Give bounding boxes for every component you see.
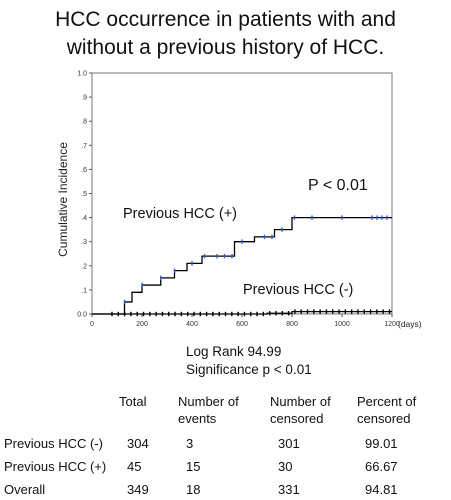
x-tick-label: 0 <box>90 321 94 328</box>
x-axis-label: (days) <box>398 319 422 329</box>
table-header: Percent of <box>357 394 417 409</box>
log-rank-text: Log Rank 94.99 <box>186 344 282 359</box>
table-cell: 331 <box>278 482 300 497</box>
table-cell: 18 <box>186 482 201 497</box>
km-chart: 0.0 .1 .2 .3 .4 .5 .6 .7 .8 .9 1.0 0 200 400 600 800 100… <box>56 71 422 330</box>
title-line-1: HCC occurrence in patients with and <box>55 8 396 31</box>
x-tick-label: 400 <box>186 321 198 328</box>
y-tick-label: .5 <box>81 191 87 198</box>
table-header: Number of <box>178 394 239 409</box>
x-tick-label: 1000 <box>334 321 350 328</box>
table-header: Total <box>119 394 147 409</box>
y-tick-label: .6 <box>81 167 87 174</box>
x-tick-label: 200 <box>136 321 148 328</box>
chart-title: HCC occurrence in patients with and with… <box>0 6 451 62</box>
table-header: events <box>178 411 217 426</box>
y-tick-label: .7 <box>81 143 87 150</box>
row-label: Previous HCC (+) <box>4 459 107 474</box>
y-tick-label: .2 <box>81 263 87 270</box>
table-cell: 301 <box>278 436 300 451</box>
label-hcc-negative: Previous HCC (-) <box>243 282 353 298</box>
table-header: censored <box>270 411 324 426</box>
table-cell: 94.81 <box>365 482 398 497</box>
y-tick-label: .8 <box>81 119 87 126</box>
y-axis-label: Cumulative Incidence <box>56 142 70 257</box>
stats-block: Log Rank 94.99 Significance p < 0.01 <box>186 343 312 379</box>
label-hcc-positive: Previous HCC (+) <box>123 206 237 222</box>
table-header: censored <box>357 411 411 426</box>
table-cell: 349 <box>127 482 149 497</box>
row-label: Previous HCC (-) <box>4 436 103 451</box>
table-header: Number of <box>270 394 331 409</box>
y-tick-label: 1.0 <box>77 71 87 78</box>
table-cell: 99.01 <box>365 436 398 451</box>
y-tick-label: .3 <box>81 239 87 246</box>
y-tick-label: 0.0 <box>77 312 87 319</box>
table-cell: 304 <box>127 436 149 451</box>
table-cell: 15 <box>186 459 201 474</box>
y-tick-label: .1 <box>81 287 87 294</box>
series-line-hcc-positive <box>92 216 392 315</box>
table-cell: 45 <box>127 459 142 474</box>
table-cell: 66.67 <box>365 459 398 474</box>
p-value-annotation: P < 0.01 <box>308 177 368 194</box>
table-cell: 30 <box>278 459 293 474</box>
y-tick-label: .9 <box>81 95 87 102</box>
x-tick-label: 600 <box>236 321 248 328</box>
x-tick-label: 800 <box>286 321 298 328</box>
y-tick-label: .4 <box>81 215 87 222</box>
significance-text: Significance p < 0.01 <box>186 362 312 377</box>
title-line-2: without a previous history of HCC. <box>66 36 385 59</box>
table-cell: 3 <box>186 436 194 451</box>
series-line-hcc-negative <box>92 310 392 315</box>
x-tick-label: 1200 <box>384 321 400 328</box>
row-label: Overall <box>4 482 46 497</box>
